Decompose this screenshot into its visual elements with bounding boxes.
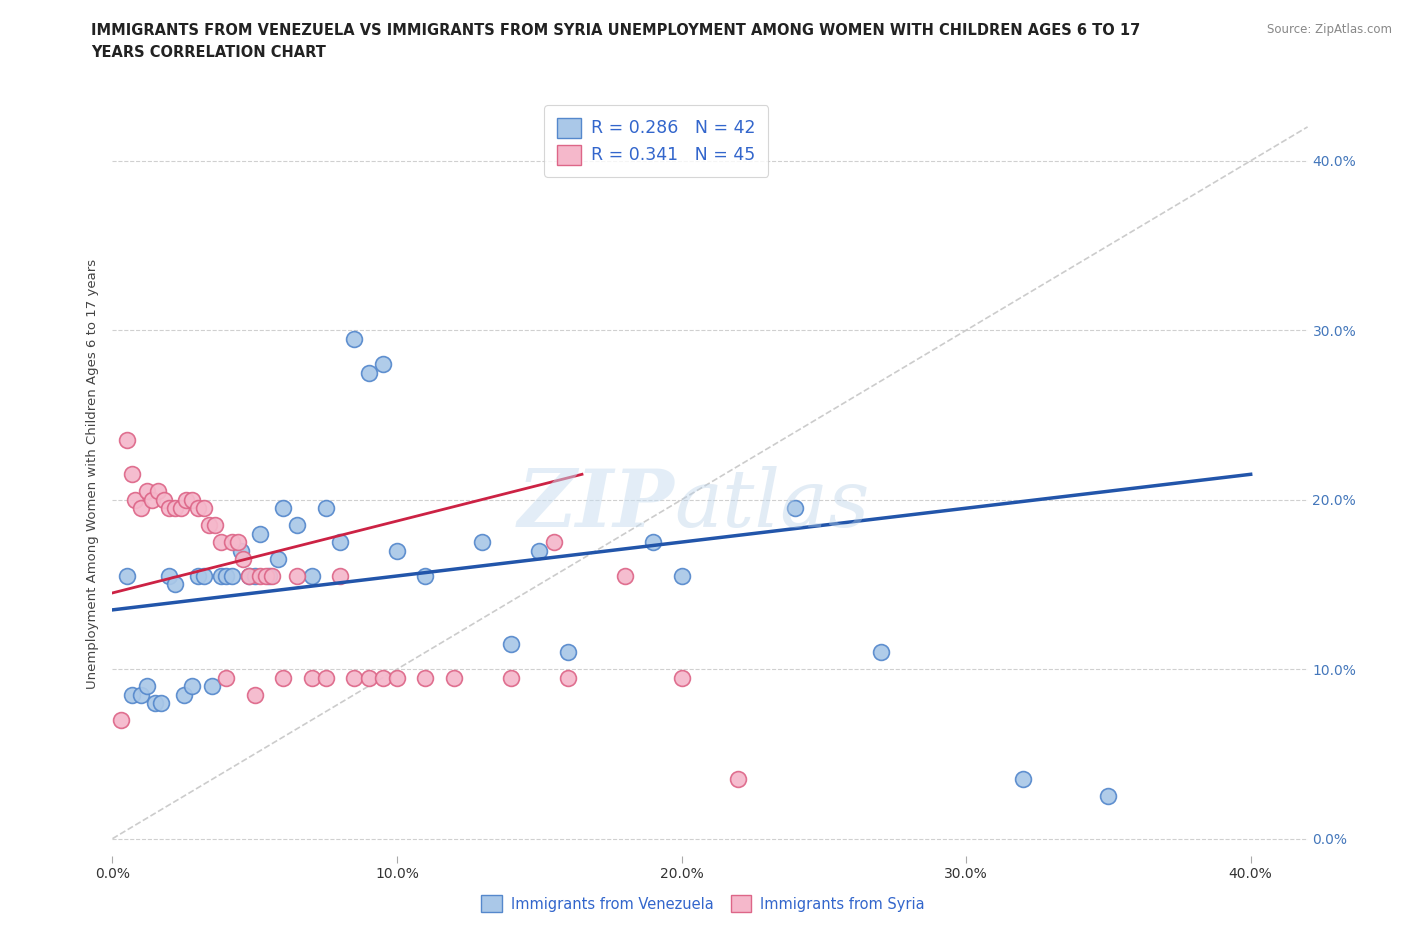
Point — [238, 568, 260, 583]
Point — [135, 484, 157, 498]
Point — [1012, 772, 1035, 787]
Point — [157, 500, 180, 515]
Legend: R = 0.286   N = 42, R = 0.341   N = 45: R = 0.286 N = 42, R = 0.341 N = 45 — [544, 105, 768, 177]
Point — [209, 535, 232, 550]
Point — [499, 671, 522, 685]
Point — [165, 500, 187, 515]
Point — [204, 518, 226, 533]
Point — [181, 492, 204, 507]
Point — [143, 696, 166, 711]
Point — [499, 636, 522, 651]
Point — [671, 671, 693, 685]
Point — [198, 518, 221, 533]
Point — [257, 568, 280, 583]
Point — [221, 535, 243, 550]
Point — [329, 568, 352, 583]
Point — [471, 535, 494, 550]
Point — [129, 687, 152, 702]
Point — [249, 526, 271, 541]
Point — [371, 671, 394, 685]
Point — [315, 500, 337, 515]
Point — [193, 500, 215, 515]
Point — [260, 568, 283, 583]
Point — [301, 671, 323, 685]
Point — [266, 551, 288, 566]
Point — [357, 365, 380, 380]
Point — [415, 568, 437, 583]
Point — [229, 543, 252, 558]
Point — [152, 492, 174, 507]
Point — [371, 357, 394, 372]
Point — [157, 568, 180, 583]
Point — [357, 671, 380, 685]
Point — [201, 679, 224, 694]
Point — [254, 568, 277, 583]
Point — [315, 671, 337, 685]
Y-axis label: Unemployment Among Women with Children Ages 6 to 17 years: Unemployment Among Women with Children A… — [86, 259, 100, 689]
Point — [243, 568, 266, 583]
Point — [187, 568, 209, 583]
Point — [238, 568, 260, 583]
Point — [226, 535, 249, 550]
Point — [193, 568, 215, 583]
Point — [785, 500, 807, 515]
Point — [215, 568, 238, 583]
Point — [385, 671, 408, 685]
Point — [415, 671, 437, 685]
Point — [110, 712, 132, 727]
Point — [121, 687, 143, 702]
Point — [243, 687, 266, 702]
Point — [287, 568, 309, 583]
Point — [121, 467, 143, 482]
Point — [215, 671, 238, 685]
Point — [557, 644, 579, 659]
Point — [343, 331, 366, 346]
Point — [329, 535, 352, 550]
Point — [385, 543, 408, 558]
Point — [727, 772, 749, 787]
Point — [209, 568, 232, 583]
Point — [249, 568, 271, 583]
Text: Source: ZipAtlas.com: Source: ZipAtlas.com — [1267, 23, 1392, 36]
Text: YEARS CORRELATION CHART: YEARS CORRELATION CHART — [91, 45, 326, 60]
Text: atlas: atlas — [675, 466, 869, 543]
Point — [146, 484, 169, 498]
Point — [115, 433, 138, 448]
Point — [301, 568, 323, 583]
Point — [232, 551, 254, 566]
Point — [271, 671, 294, 685]
Point — [287, 518, 309, 533]
Point — [529, 543, 551, 558]
Point — [170, 500, 193, 515]
Point — [141, 492, 163, 507]
Point — [671, 568, 693, 583]
Point — [124, 492, 146, 507]
Point — [221, 568, 243, 583]
Point — [271, 500, 294, 515]
Point — [181, 679, 204, 694]
Point — [443, 671, 465, 685]
Point — [557, 671, 579, 685]
Point — [165, 577, 187, 591]
Point — [613, 568, 636, 583]
Legend: Immigrants from Venezuela, Immigrants from Syria: Immigrants from Venezuela, Immigrants fr… — [475, 890, 931, 918]
Point — [643, 535, 665, 550]
Text: IMMIGRANTS FROM VENEZUELA VS IMMIGRANTS FROM SYRIA UNEMPLOYMENT AMONG WOMEN WITH: IMMIGRANTS FROM VENEZUELA VS IMMIGRANTS … — [91, 23, 1140, 38]
Point — [176, 492, 198, 507]
Text: ZIP: ZIP — [517, 466, 675, 543]
Point — [135, 679, 157, 694]
Point — [173, 687, 195, 702]
Point — [869, 644, 891, 659]
Point — [187, 500, 209, 515]
Point — [343, 671, 366, 685]
Point — [115, 568, 138, 583]
Point — [149, 696, 172, 711]
Point — [129, 500, 152, 515]
Point — [543, 535, 565, 550]
Point — [1097, 789, 1119, 804]
